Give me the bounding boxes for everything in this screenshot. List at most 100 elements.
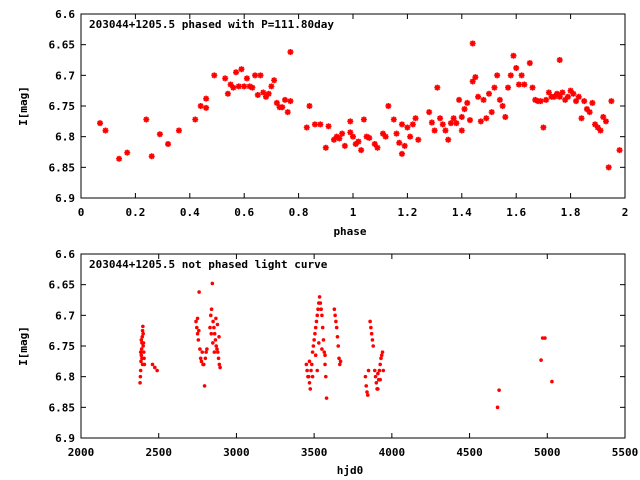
data-point bbox=[203, 104, 210, 111]
data-point bbox=[495, 405, 500, 410]
data-point bbox=[324, 374, 328, 379]
data-point bbox=[212, 350, 217, 354]
data-point bbox=[141, 350, 146, 354]
data-point bbox=[578, 115, 585, 122]
data-point bbox=[203, 95, 210, 102]
data-point bbox=[140, 328, 145, 333]
y-tick-label: 6.9 bbox=[55, 192, 75, 205]
data-point bbox=[355, 138, 362, 145]
data-point bbox=[378, 362, 383, 367]
data-point bbox=[153, 365, 157, 370]
data-point bbox=[497, 388, 501, 392]
x-tick-label: 1.8 bbox=[561, 206, 581, 219]
data-point bbox=[461, 106, 468, 113]
data-point bbox=[321, 338, 326, 342]
x-tick-label: 1 bbox=[350, 206, 357, 219]
data-point bbox=[333, 313, 337, 318]
data-point bbox=[214, 316, 218, 321]
data-point bbox=[139, 353, 144, 358]
y-axis-title: I[mag] bbox=[17, 86, 30, 126]
data-point bbox=[513, 64, 520, 71]
data-point bbox=[209, 307, 214, 312]
y-tick-label: 6.7 bbox=[55, 309, 75, 322]
data-points bbox=[138, 281, 554, 410]
data-point bbox=[562, 96, 569, 103]
data-point bbox=[537, 98, 544, 105]
data-point bbox=[592, 121, 599, 128]
data-point bbox=[377, 368, 382, 373]
data-point bbox=[396, 139, 403, 146]
data-point bbox=[320, 347, 324, 351]
x-tick-label: 0.2 bbox=[125, 206, 145, 219]
data-point bbox=[341, 142, 348, 149]
data-point bbox=[379, 356, 383, 361]
data-point bbox=[366, 368, 371, 373]
data-point bbox=[368, 319, 372, 324]
data-point bbox=[554, 90, 560, 97]
data-point bbox=[453, 120, 460, 127]
data-point bbox=[372, 368, 377, 373]
axis-ticks: 0 0.2 0.4 0.6 0.8 1 1.2 1.4 1.6 1.8 2 6.6 6.65 6.7 6.7… bbox=[49, 8, 629, 219]
data-point bbox=[212, 331, 217, 336]
data-point bbox=[124, 149, 131, 156]
data-point bbox=[138, 368, 143, 373]
data-point bbox=[97, 120, 104, 127]
data-point bbox=[376, 387, 380, 391]
data-point bbox=[310, 350, 315, 354]
data-point bbox=[583, 106, 590, 113]
x-tick-label: 1.2 bbox=[397, 206, 417, 219]
data-point bbox=[241, 83, 248, 90]
data-point bbox=[339, 130, 346, 137]
data-point bbox=[605, 164, 612, 171]
x-tick-label: 2 bbox=[622, 206, 629, 219]
data-point bbox=[398, 121, 405, 128]
data-point bbox=[378, 377, 383, 382]
data-point bbox=[496, 96, 503, 103]
data-point bbox=[458, 127, 465, 134]
data-point bbox=[369, 325, 373, 330]
data-point bbox=[311, 121, 318, 128]
data-point bbox=[602, 118, 609, 125]
data-point bbox=[303, 124, 310, 131]
data-point bbox=[215, 322, 220, 327]
data-point bbox=[480, 96, 487, 103]
data-point bbox=[581, 98, 588, 105]
data-point bbox=[319, 307, 323, 312]
x-tick-label: 2500 bbox=[145, 446, 172, 459]
chart-title: 203044+1205.5 not phased light curve bbox=[89, 258, 328, 271]
data-point bbox=[317, 341, 321, 345]
data-point bbox=[494, 72, 501, 79]
y-tick-label: 6.9 bbox=[55, 432, 75, 445]
y-tick-label: 6.8 bbox=[55, 131, 75, 144]
data-point bbox=[265, 90, 272, 97]
data-point bbox=[308, 387, 313, 391]
data-point bbox=[140, 356, 144, 361]
data-point bbox=[196, 338, 201, 342]
data-point bbox=[200, 350, 205, 354]
data-point bbox=[586, 109, 593, 116]
data-point bbox=[352, 141, 359, 148]
data-point bbox=[254, 91, 261, 98]
data-point bbox=[366, 134, 373, 141]
data-point bbox=[155, 368, 159, 373]
data-point bbox=[310, 374, 315, 379]
chart-title: 203044+1205.5 phased with P=111.80day bbox=[89, 18, 334, 31]
data-point bbox=[198, 347, 202, 351]
data-point bbox=[373, 374, 378, 379]
data-point bbox=[376, 371, 380, 376]
phased-chart: 203044+1205.5 phased with P=111.80day ph… bbox=[17, 8, 628, 238]
data-point bbox=[260, 89, 267, 96]
data-point bbox=[314, 319, 319, 324]
data-point bbox=[141, 344, 145, 348]
data-point bbox=[539, 358, 543, 362]
data-point bbox=[215, 347, 219, 351]
data-point bbox=[150, 362, 155, 367]
data-point bbox=[222, 75, 229, 82]
data-point bbox=[211, 319, 215, 324]
y-tick-label: 6.7 bbox=[55, 69, 75, 82]
data-point bbox=[415, 136, 422, 143]
data-point bbox=[282, 96, 288, 103]
data-point bbox=[608, 98, 615, 105]
data-point bbox=[469, 78, 476, 85]
x-tick-label: 1.6 bbox=[506, 206, 526, 219]
